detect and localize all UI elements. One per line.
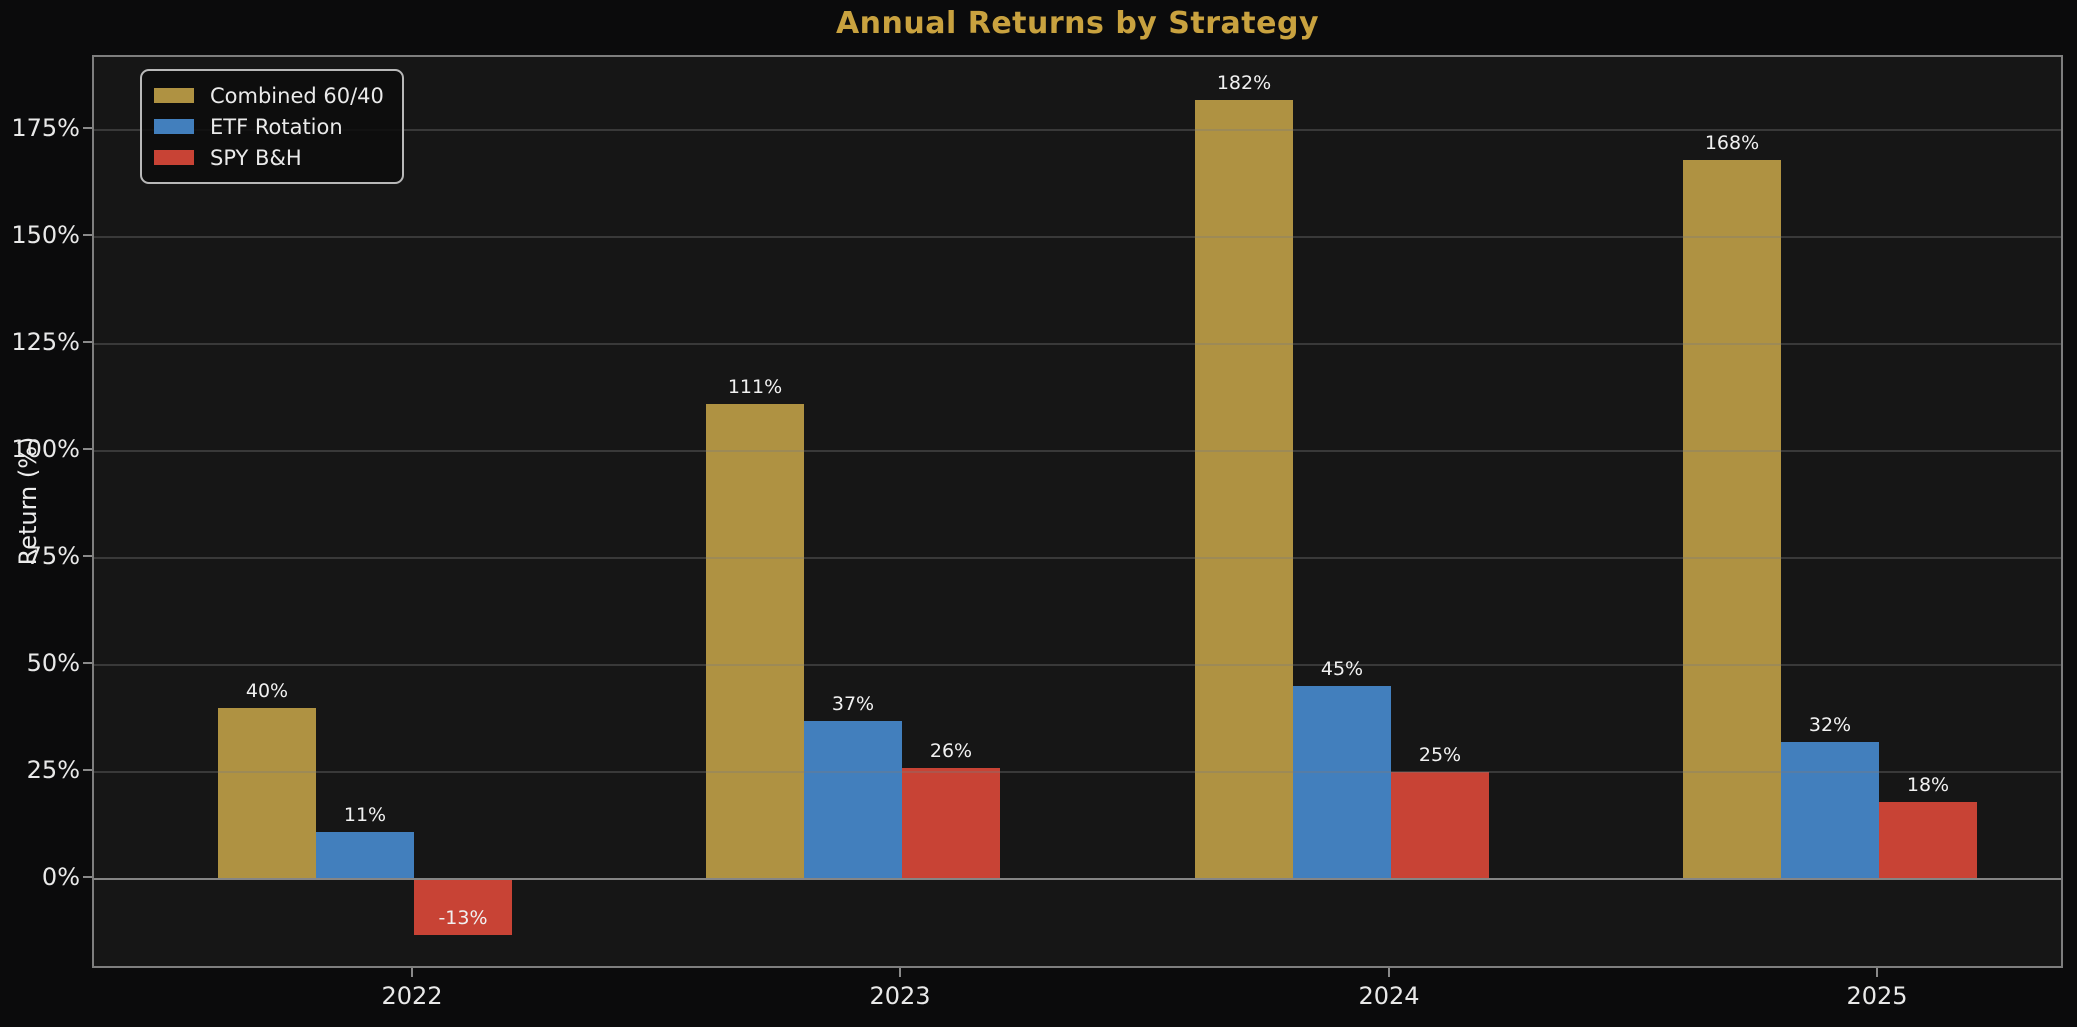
bar-combined-60-40-2025 (1683, 159, 1781, 879)
bar-value-label: 32% (1808, 714, 1852, 737)
bar-etf-rotation-2022 (316, 831, 414, 879)
y-tick-label: 125% (11, 328, 80, 356)
bar-etf-rotation-2025 (1781, 742, 1879, 879)
bar-value-label: 11% (343, 803, 387, 826)
zero-line (94, 878, 2061, 880)
y-tick-mark (83, 876, 92, 878)
bar-value-label: 37% (831, 692, 875, 715)
y-tick-label: 25% (26, 756, 80, 784)
bar-value-label: 18% (1906, 773, 1950, 796)
bar-combined-60-40-2022 (218, 707, 316, 879)
gridline-125 (94, 343, 2061, 345)
y-tick-label: 50% (26, 649, 80, 677)
x-tick-mark (899, 968, 901, 977)
y-tick-mark (83, 127, 92, 129)
y-tick-mark (83, 234, 92, 236)
bar-spy-b-h-2025 (1879, 801, 1977, 879)
legend-swatch (154, 150, 194, 165)
x-tick-label-2024: 2024 (1358, 982, 1420, 1010)
bar-spy-b-h-2022 (414, 879, 512, 935)
x-tick-mark (1388, 968, 1390, 977)
y-tick-mark (83, 555, 92, 557)
bar-value-label: 26% (929, 739, 973, 762)
legend: Combined 60/40 ETF Rotation SPY B&H (140, 69, 404, 184)
bar-combined-60-40-2023 (706, 403, 804, 879)
legend-swatch (154, 88, 194, 103)
bar-combined-60-40-2024 (1195, 100, 1293, 879)
bar-value-label: 168% (1704, 131, 1760, 154)
y-tick-label: 150% (11, 221, 80, 249)
y-tick-label: 0% (41, 863, 80, 891)
chart-title: Annual Returns by Strategy (835, 6, 1320, 41)
x-tick-mark (1876, 968, 1878, 977)
legend-label: SPY B&H (210, 145, 302, 170)
legend-label: ETF Rotation (210, 114, 343, 139)
legend-swatch (154, 119, 194, 134)
bar-etf-rotation-2024 (1293, 686, 1391, 879)
plot-area: Combined 60/40 ETF Rotation SPY B&H 40% 111… (92, 55, 2063, 968)
y-tick-mark (83, 662, 92, 664)
gridline-175 (94, 129, 2061, 131)
bar-value-label: 182% (1216, 72, 1272, 95)
x-tick-label-2022: 2022 (381, 982, 443, 1010)
bar-value-label: 45% (1320, 658, 1364, 681)
bar-value-label: 40% (245, 679, 289, 702)
bar-spy-b-h-2023 (902, 767, 1000, 879)
y-tick-label: 175% (11, 114, 80, 142)
gridline-25 (94, 771, 2061, 773)
legend-item-etf-rotation: ETF Rotation (154, 111, 384, 142)
y-tick-label: 100% (11, 435, 80, 463)
gridline-150 (94, 236, 2061, 238)
x-tick-mark (411, 968, 413, 977)
y-tick-mark (83, 769, 92, 771)
bar-value-label: -13% (438, 906, 488, 929)
gridline-75 (94, 557, 2061, 559)
x-tick-label-2023: 2023 (869, 982, 931, 1010)
y-tick-mark (83, 448, 92, 450)
bar-value-label: 111% (727, 375, 783, 398)
y-tick-label: 75% (26, 542, 80, 570)
gridline-100 (94, 450, 2061, 452)
x-tick-label-2025: 2025 (1846, 982, 1908, 1010)
gridline-50 (94, 664, 2061, 666)
bar-spy-b-h-2024 (1391, 772, 1489, 879)
legend-item-spy-b-h: SPY B&H (154, 142, 384, 173)
legend-item-combined-60-40: Combined 60/40 (154, 80, 384, 111)
y-tick-mark (83, 341, 92, 343)
bar-value-label: 25% (1418, 744, 1462, 766)
bar-etf-rotation-2023 (804, 720, 902, 879)
legend-label: Combined 60/40 (210, 83, 384, 108)
